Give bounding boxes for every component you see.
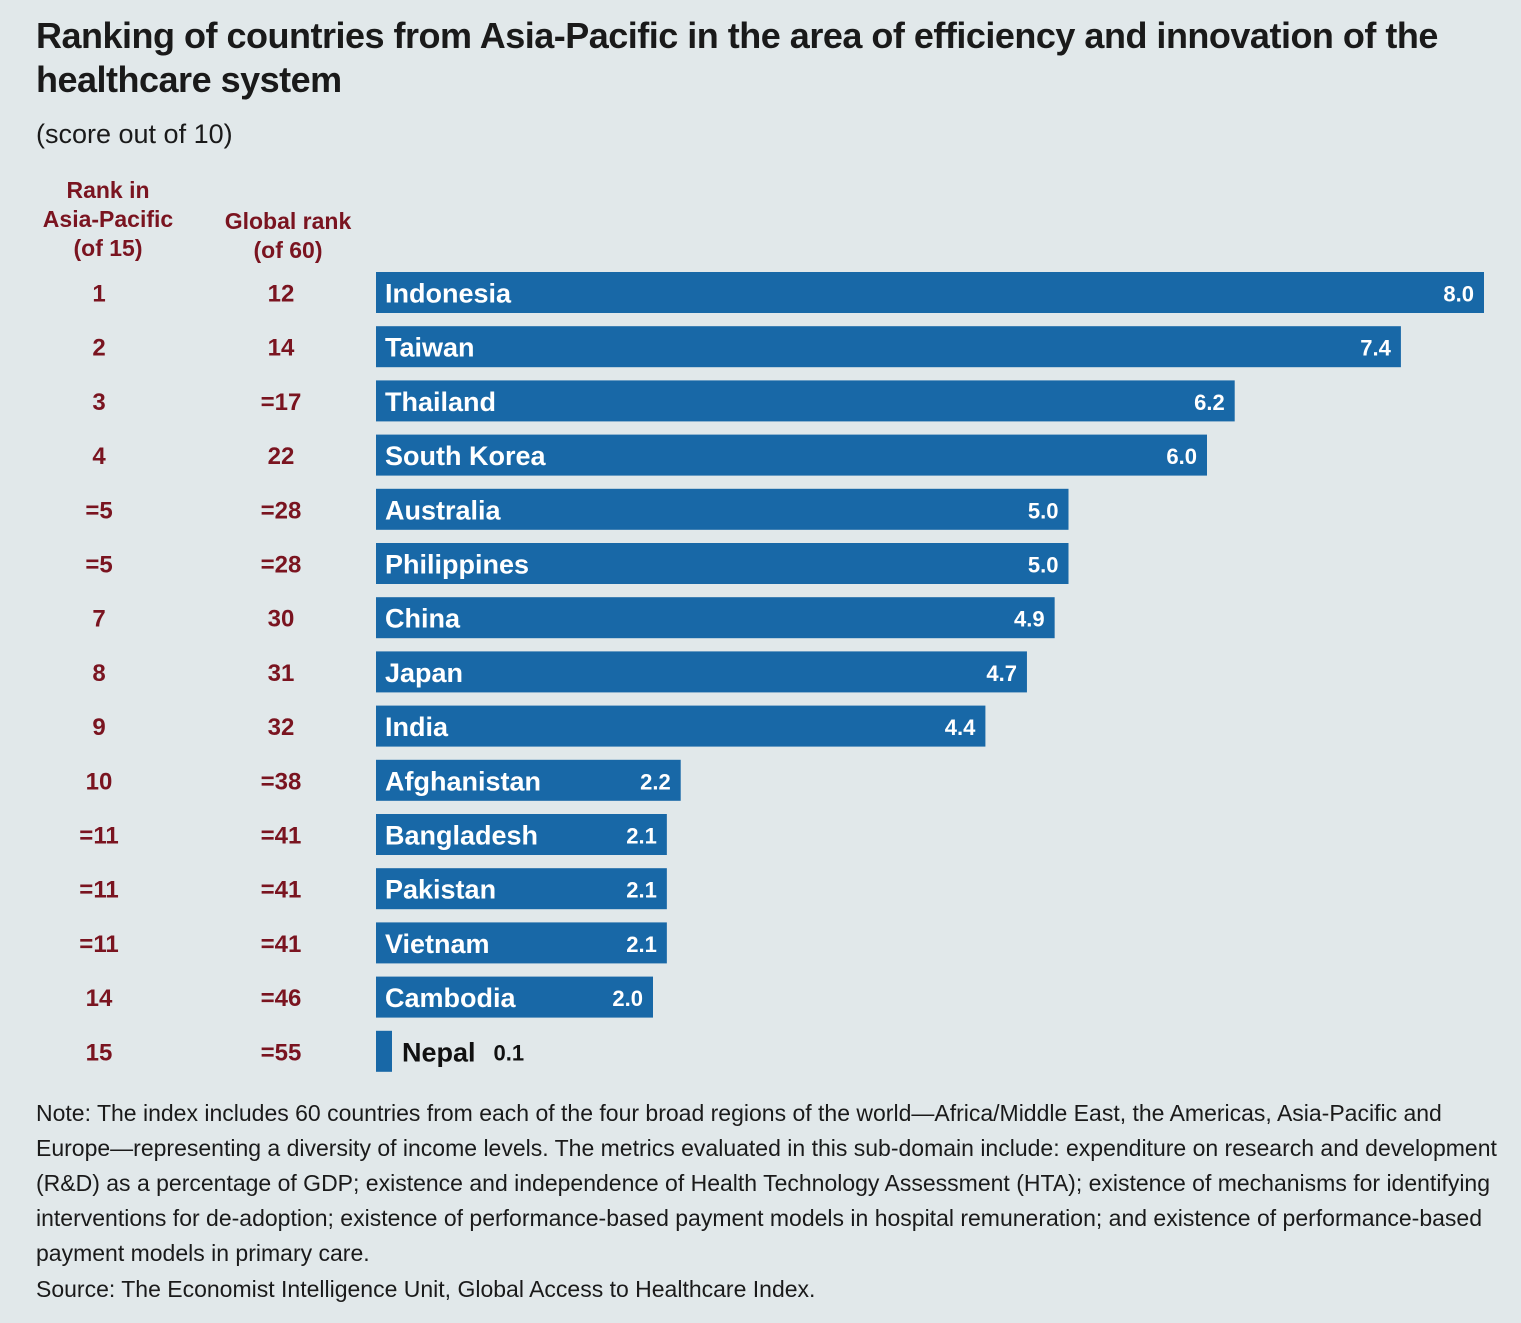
asia-rank-header-line-1: Rank in <box>66 177 150 203</box>
asia-rank-china: 7 <box>92 606 105 633</box>
global-rank-india: 32 <box>268 714 295 741</box>
asia-rank-australia: =5 <box>85 497 112 524</box>
bar-label-pakistan: Pakistan <box>385 875 496 905</box>
asia-rank-vietnam: =11 <box>79 931 118 958</box>
global-rank-bangladesh: =41 <box>261 823 302 850</box>
bar-bangladesh <box>376 814 667 855</box>
asia-rank-india: 9 <box>92 714 105 741</box>
asia-rank-nepal: 15 <box>86 1039 113 1066</box>
bar-label-thailand: Thailand <box>385 387 496 417</box>
global-rank-thailand: =17 <box>261 389 302 416</box>
asia-rank-header-line-2: Asia-Pacific <box>42 206 174 232</box>
asia-rank-column-header: Rank in Asia-Pacific (of 15) <box>18 176 198 263</box>
bar-thailand <box>376 380 1235 422</box>
asia-rank-cambodia: 14 <box>86 985 113 1012</box>
global-rank-vietnam: =41 <box>261 931 302 958</box>
global-rank-philippines: =28 <box>261 552 302 579</box>
bar-label-philippines: Philippines <box>385 550 529 580</box>
asia-rank-taiwan: 2 <box>92 335 105 362</box>
global-rank-japan: 31 <box>268 660 295 687</box>
bar-label-cambodia: Cambodia <box>385 983 517 1013</box>
global-rank-afghanistan: =38 <box>261 768 302 795</box>
global-rank-south-korea: 22 <box>268 443 295 470</box>
bar-value-australia: 5.0 <box>1028 498 1059 523</box>
asia-rank-philippines: =5 <box>85 552 112 579</box>
asia-rank-bangladesh: =11 <box>79 823 118 850</box>
bar-label-afghanistan: Afghanistan <box>385 766 541 796</box>
bar-china <box>376 597 1055 639</box>
bar-value-philippines: 5.0 <box>1028 553 1059 578</box>
bar-value-vietnam: 2.1 <box>626 932 657 957</box>
bar-label-australia: Australia <box>385 495 502 525</box>
global-rank-taiwan: 14 <box>268 335 295 362</box>
global-rank-header-line-2: (of 60) <box>253 237 323 263</box>
global-rank-australia: =28 <box>261 497 302 524</box>
bar-value-bangladesh: 2.1 <box>626 824 657 849</box>
bar-label-india: India <box>385 712 449 742</box>
bar-value-china: 4.9 <box>1014 607 1045 632</box>
global-rank-nepal: =55 <box>261 1039 302 1066</box>
bar-value-pakistan: 2.1 <box>626 878 657 903</box>
chart-source: Source: The Economist Intelligence Unit,… <box>36 1276 816 1302</box>
asia-rank-pakistan: =11 <box>79 877 118 904</box>
bar-indonesia <box>376 272 1484 313</box>
bar-label-bangladesh: Bangladesh <box>385 821 538 851</box>
bar-afghanistan <box>376 759 681 801</box>
global-rank-cambodia: =46 <box>261 985 302 1012</box>
asia-rank-thailand: 3 <box>92 389 105 416</box>
bar-taiwan <box>376 326 1401 368</box>
bar-value-thailand: 6.2 <box>1194 390 1225 415</box>
bar-nepal <box>376 1030 392 1072</box>
chart-subtitle: (score out of 10) <box>36 119 233 149</box>
bar-label-nepal: Nepal <box>402 1037 476 1067</box>
bar-label-japan: Japan <box>385 658 463 688</box>
global-rank-column-header: Global rank (of 60) <box>200 207 376 265</box>
asia-rank-afghanistan: 10 <box>86 768 113 795</box>
bar-south-korea <box>376 434 1207 476</box>
bar-india <box>376 705 986 747</box>
asia-rank-header-line-3: (of 15) <box>73 235 143 261</box>
bar-cambodia <box>376 976 653 1018</box>
bar-label-taiwan: Taiwan <box>385 333 475 363</box>
asia-rank-japan: 8 <box>92 660 105 687</box>
bar-japan <box>376 651 1027 693</box>
bar-value-taiwan: 7.4 <box>1360 336 1391 361</box>
asia-rank-indonesia: 1 <box>92 281 105 308</box>
asia-rank-south-korea: 4 <box>92 443 106 470</box>
chart-title: Ranking of countries from Asia-Pacific i… <box>36 15 1438 100</box>
global-rank-indonesia: 12 <box>268 281 295 308</box>
bar-chart: 1 12 Indonesia 8.0 2 14 Taiwan 7.4 3 =17 Thailand 6… <box>79 272 1484 1072</box>
bar-value-india: 4.4 <box>945 715 976 740</box>
global-rank-china: 30 <box>268 606 295 633</box>
bar-label-indonesia: Indonesia <box>385 279 512 309</box>
bar-label-south-korea: South Korea <box>385 441 546 471</box>
bar-value-south-korea: 6.0 <box>1166 444 1197 469</box>
bar-label-china: China <box>385 604 461 634</box>
global-rank-pakistan: =41 <box>261 877 302 904</box>
chart-note: Note: The index includes 60 countries fr… <box>36 1100 1497 1266</box>
bar-value-afghanistan: 2.2 <box>640 769 671 794</box>
bar-value-nepal: 0.1 <box>494 1040 525 1065</box>
bar-label-vietnam: Vietnam <box>385 929 490 959</box>
bar-vietnam <box>376 922 667 964</box>
bar-australia <box>376 488 1069 530</box>
bar-value-indonesia: 8.0 <box>1443 282 1474 307</box>
bar-philippines <box>376 543 1069 584</box>
bar-pakistan <box>376 868 667 910</box>
global-rank-header-line-1: Global rank <box>224 208 352 234</box>
bar-value-cambodia: 2.0 <box>612 986 643 1011</box>
bar-value-japan: 4.7 <box>986 661 1017 686</box>
